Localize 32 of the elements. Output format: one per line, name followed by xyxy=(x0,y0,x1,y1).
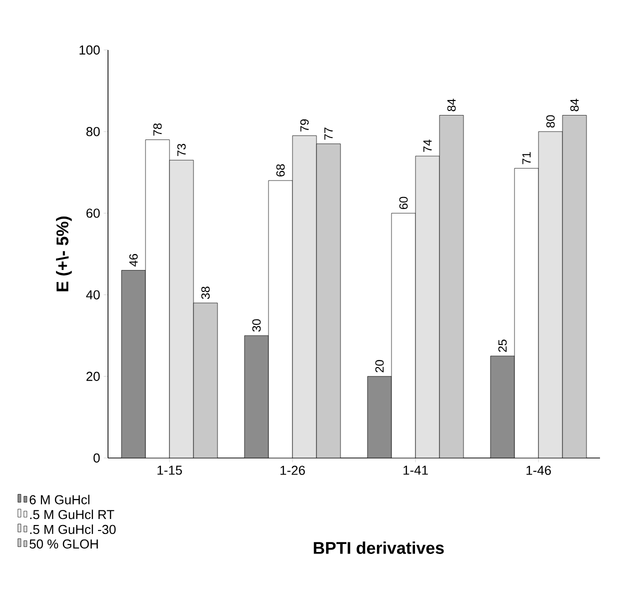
y-tick-label: 20 xyxy=(86,372,100,381)
x-axis-title: BPTI derivatives xyxy=(314,542,444,554)
data-label: 78 xyxy=(153,123,162,136)
data-label: 73 xyxy=(177,144,186,156)
y-tick-label: 80 xyxy=(86,126,100,136)
y-tick-label: 0 xyxy=(94,453,100,463)
legend-label: .5 M GuHcl -30 xyxy=(30,524,116,534)
data-label: 20 xyxy=(375,360,384,372)
data-label: 77 xyxy=(324,128,333,140)
legend-label: 6 M GuHcl xyxy=(30,494,90,504)
y-tick-label: 100 xyxy=(80,45,100,55)
data-label: 84 xyxy=(447,98,456,112)
data-label: 79 xyxy=(300,119,309,132)
data-label: 68 xyxy=(276,164,285,176)
data-label: 74 xyxy=(423,140,432,152)
y-axis-title: E (+\- 5%) xyxy=(56,216,72,292)
y-tick-label: 40 xyxy=(86,290,100,300)
data-label: 25 xyxy=(498,340,507,352)
data-label: 80 xyxy=(546,115,555,128)
x-tick-label: 1-26 xyxy=(280,466,305,475)
data-label: 46 xyxy=(129,254,138,267)
x-tick-label: 1-15 xyxy=(158,466,182,475)
data-label: 38 xyxy=(201,286,210,299)
legend-label: .5 M GuHcl RT xyxy=(30,510,114,520)
data-label: 71 xyxy=(522,152,531,164)
data-label: 60 xyxy=(399,196,408,210)
x-tick-label: 1-41 xyxy=(404,466,428,475)
y-tick-label: 60 xyxy=(86,208,100,218)
data-label: 84 xyxy=(570,98,579,112)
legend-label: 50 % GLOH xyxy=(30,539,98,549)
x-tick-label: 1-46 xyxy=(526,466,551,475)
data-label: 30 xyxy=(252,319,261,332)
